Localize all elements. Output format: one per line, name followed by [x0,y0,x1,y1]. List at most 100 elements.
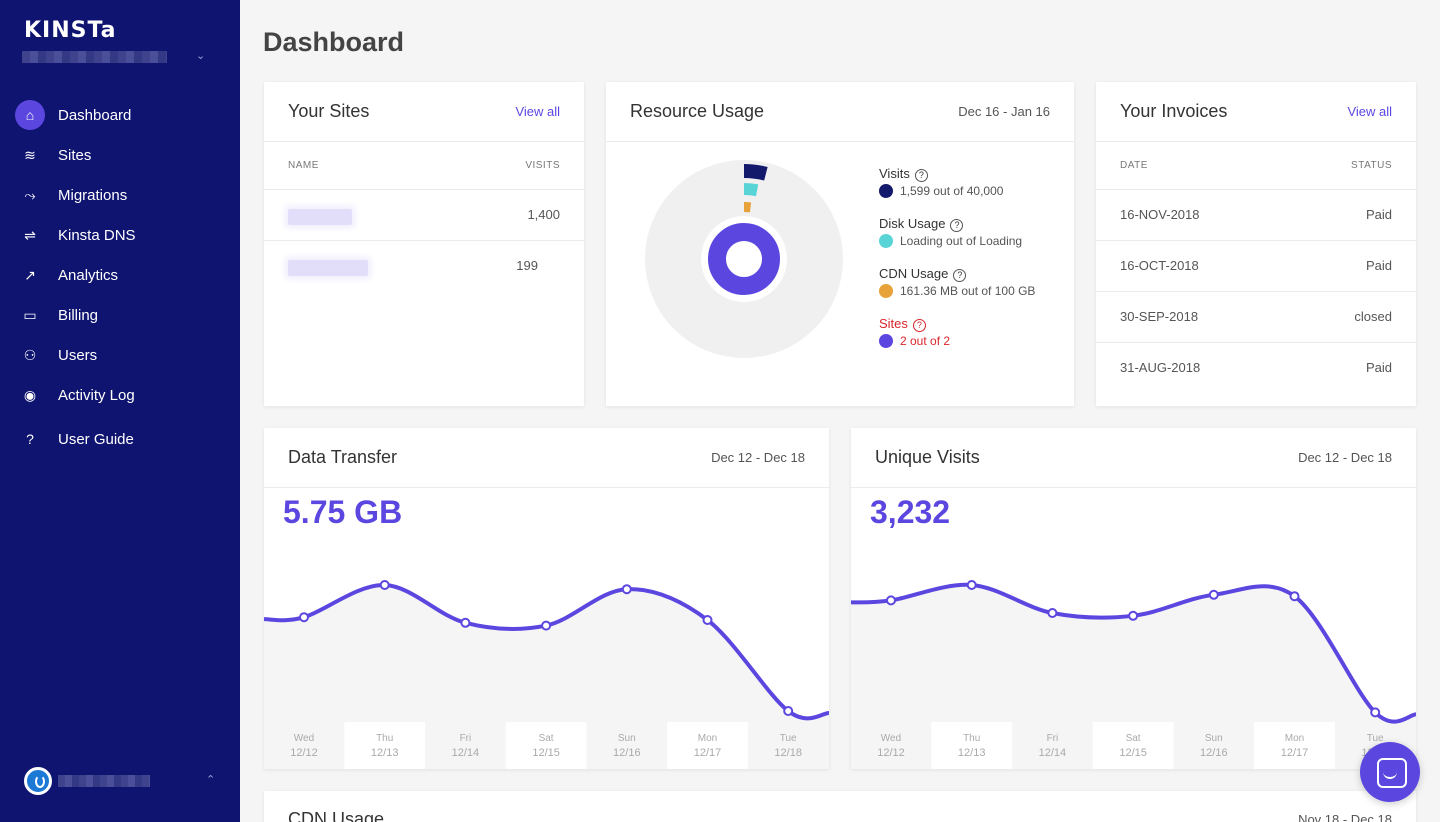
your-invoices-card: Your Invoices View all DATE STATUS 16-NO… [1096,82,1416,406]
x-tick-date: 12/12 [877,747,905,759]
data-point [460,617,471,628]
chevron-down-icon[interactable]: ⌄ [196,50,206,62]
home-icon: ⌂ [15,100,45,130]
help-icon: ? [26,431,34,447]
date-range: Nov 18 - Dec 18 [1298,812,1392,822]
sites-view-all-link[interactable]: View all [515,104,560,119]
sidebar-item-label: Sites [58,146,92,164]
legend-color-dot [879,284,893,298]
sidebar-item-kinsta-dns[interactable]: ⇌ Kinsta DNS [0,215,240,255]
card-title: Your Invoices [1120,101,1228,121]
avatar[interactable] [24,767,52,795]
data-transfer-card: Data Transfer Dec 12 - Dec 18 5.75 GB We… [264,428,829,769]
x-tick-date: 12/18 [774,747,802,759]
divider [606,141,1074,142]
site-visits: 1,400 [527,207,560,222]
x-tick-day: Wed [881,733,901,744]
legend-label: Sites [879,316,908,331]
table-row[interactable]: 1,400 [264,189,584,240]
divider [264,141,584,142]
your-sites-card: Your Sites View all NAME VISITS 1,400 19… [264,82,584,406]
column-header-visits: VISITS [525,160,560,171]
sidebar-item-activity-log[interactable]: ◉ Activity Log [0,375,240,415]
invoice-date: 31-AUG-2018 [1120,360,1201,375]
help-icon[interactable]: ? [953,269,967,282]
help-icon[interactable]: ? [914,169,928,182]
sidebar-item-user-guide[interactable]: ? User Guide [0,419,240,459]
legend-color-dot [879,334,893,348]
layers-icon: ≋ [24,146,36,163]
help-icon[interactable]: ? [912,319,926,332]
card-title: CDN Usage [288,809,385,822]
x-tick-date: 12/17 [694,747,722,759]
x-tick-date: 12/14 [1039,747,1067,759]
user-name-redacted [58,775,150,787]
sidebar-item-sites[interactable]: ≋ Sites [0,135,240,175]
ring-track [683,198,805,320]
ring-disk-usage [743,183,759,197]
x-tick-day: Sat [539,733,554,744]
x-tick-day: Sun [1205,733,1223,744]
site-name-redacted[interactable] [288,260,368,276]
site-name-redacted[interactable] [288,209,352,225]
x-tick-date: 12/12 [290,747,318,759]
x-tick-day: Sat [1126,733,1141,744]
table-row[interactable]: 199 [264,240,584,291]
ring-sites [708,223,780,295]
legend-color-dot [879,184,893,198]
sidebar-item-label: Users [58,346,98,364]
data-point [1208,589,1219,600]
x-tick-day: Mon [698,733,717,744]
table-row[interactable]: 16-OCT-2018 Paid [1096,240,1416,291]
sidebar-item-dashboard[interactable]: ⌂ Dashboard [0,95,240,135]
table-row[interactable]: 16-NOV-2018 Paid [1096,189,1416,240]
sidebar-item-analytics[interactable]: ↗ Analytics [0,255,240,295]
ring-visits [743,164,768,181]
add-user-icon: ⚇ [23,346,37,363]
page-title: Dashboard [263,27,405,57]
legend-visits: Visits? 1,599 out of 40,000 [879,166,1003,216]
x-tick-day: Mon [1285,733,1304,744]
help-icon[interactable]: ? [950,219,964,232]
x-tick-day: Fri [1047,733,1059,744]
column-header-name: NAME [288,160,319,171]
kinsta-logo[interactable]: KINSTa [24,18,117,43]
date-range: Dec 12 - Dec 18 [1298,450,1392,465]
day-column-highlight [667,722,748,769]
sidebar-item-migrations[interactable]: ⤳ Migrations [0,175,240,215]
sidebar-item-users[interactable]: ⚇ Users [0,335,240,375]
migrate-icon: ⤳ [24,186,36,203]
table-row[interactable]: 31-AUG-2018 Paid [1096,342,1416,393]
sidebar: KINSTa ⌄ ⌂ Dashboard ≋ Sites ⤳ Migrations ⇌ Kin… [0,0,240,822]
sidebar-item-billing[interactable]: ▭ Billing [0,295,240,335]
date-range: Dec 16 - Jan 16 [958,104,1050,119]
dns-icon: ⇌ [24,226,36,243]
resource-rings-chart [645,160,843,358]
legend-value: 2 out of 2 [900,334,951,348]
cdn-usage-card: CDN Usage Nov 18 - Dec 18 [264,791,1416,822]
sidebar-item-label: Activity Log [58,386,135,404]
data-point [1128,610,1139,621]
invoice-status: closed [1354,309,1392,324]
sidebar-nav: ⌂ Dashboard ≋ Sites ⤳ Migrations ⇌ Kinsta DNS ↗ A… [0,95,240,459]
x-tick-day: Thu [376,733,393,744]
divider [264,487,829,488]
x-tick-day: Fri [460,733,472,744]
company-selector[interactable] [22,51,167,63]
user-menu[interactable]: ⌃ [24,767,224,795]
chat-icon[interactable] [1360,742,1420,802]
invoices-view-all-link[interactable]: View all [1347,104,1392,119]
data-point [702,615,713,625]
x-tick-date: 12/13 [371,747,399,759]
site-visits: 199 [516,258,538,273]
card-title: Resource Usage [630,101,765,121]
invoice-status: Paid [1365,207,1392,222]
data-transfer-total: 5.75 GB [283,494,403,530]
chevron-up-icon[interactable]: ⌃ [206,774,216,786]
x-tick-date: 12/16 [1200,747,1228,759]
divider [851,487,1416,488]
data-point [886,595,896,606]
sidebar-item-label: Dashboard [58,106,132,124]
invoice-date: 30-SEP-2018 [1120,309,1199,324]
table-row[interactable]: 30-SEP-2018 closed [1096,291,1416,342]
